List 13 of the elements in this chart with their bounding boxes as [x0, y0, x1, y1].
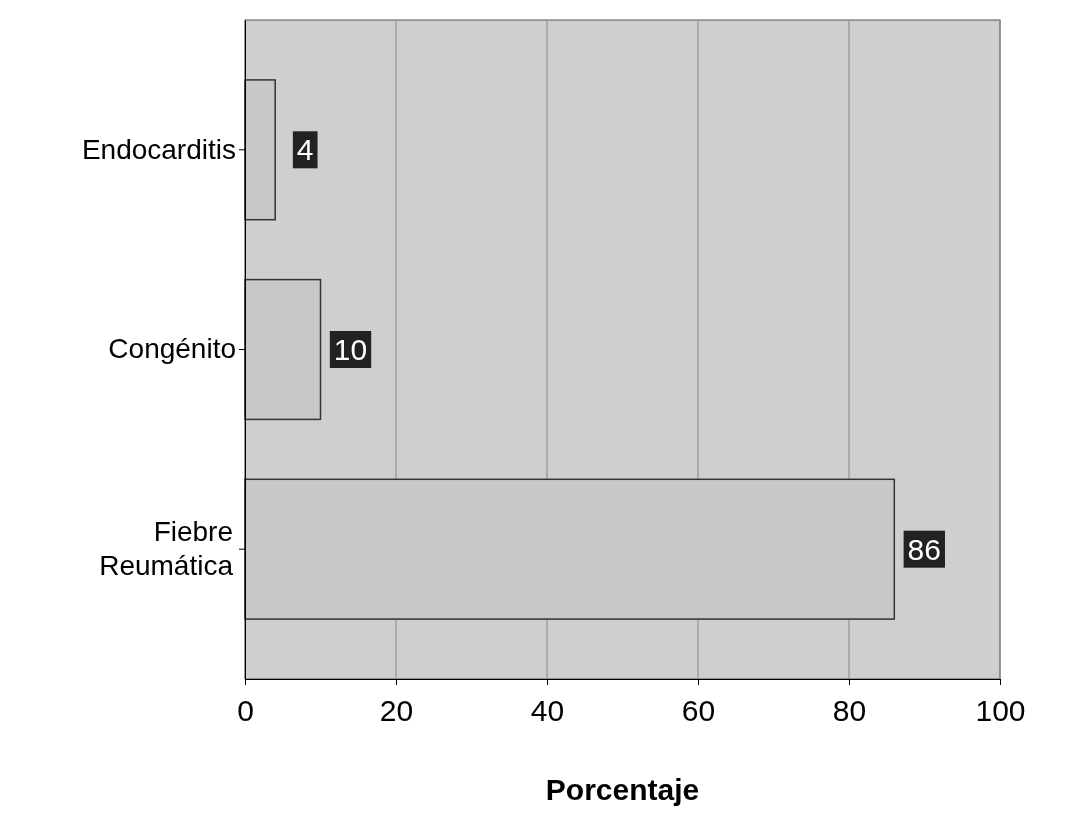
x-tick-label: 100	[975, 694, 1026, 727]
data-label: 86	[907, 532, 941, 566]
x-tick-label: 80	[832, 694, 867, 727]
y-tick-label: Endocarditis	[81, 133, 236, 165]
y-tick-label: Congénito	[108, 333, 236, 365]
data-label: 10	[333, 333, 368, 366]
x-tick-label: 20	[379, 694, 414, 727]
y-tick-label: Fiebre Reumática	[99, 516, 234, 581]
data-label: 4	[296, 133, 314, 167]
x-axis-title: Porcentaje	[545, 773, 700, 806]
x-tick-label: 0	[237, 694, 254, 727]
x-tick-label: 60	[681, 694, 716, 727]
x-tick-label: 40	[530, 694, 565, 727]
